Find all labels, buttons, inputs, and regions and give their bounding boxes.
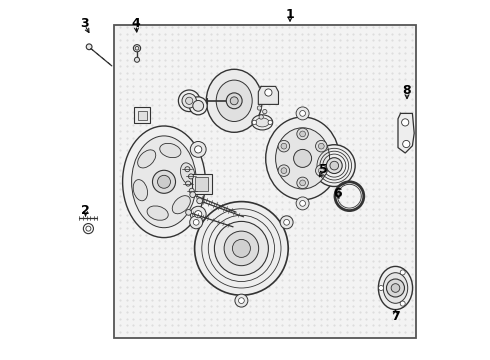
Circle shape xyxy=(326,158,342,174)
Circle shape xyxy=(134,57,140,62)
Circle shape xyxy=(259,115,263,119)
Bar xyxy=(114,25,416,338)
Circle shape xyxy=(297,177,308,189)
Circle shape xyxy=(403,140,410,148)
Ellipse shape xyxy=(172,196,190,214)
Circle shape xyxy=(318,143,324,149)
Bar xyxy=(138,111,147,120)
Bar xyxy=(134,107,150,123)
Ellipse shape xyxy=(383,273,408,303)
Circle shape xyxy=(391,284,400,292)
Circle shape xyxy=(86,44,92,50)
Circle shape xyxy=(268,120,272,125)
Circle shape xyxy=(265,89,272,96)
Circle shape xyxy=(296,197,309,210)
Text: 2: 2 xyxy=(81,204,90,217)
Ellipse shape xyxy=(147,206,168,220)
Circle shape xyxy=(402,119,409,126)
Circle shape xyxy=(300,180,305,186)
Circle shape xyxy=(316,165,327,176)
Circle shape xyxy=(297,128,308,140)
Bar xyxy=(192,174,212,194)
Ellipse shape xyxy=(266,117,340,200)
Circle shape xyxy=(226,93,242,109)
Circle shape xyxy=(195,146,202,153)
Circle shape xyxy=(235,294,248,307)
Circle shape xyxy=(316,140,327,152)
Circle shape xyxy=(190,206,206,222)
Circle shape xyxy=(281,168,287,174)
Circle shape xyxy=(133,45,141,52)
Circle shape xyxy=(263,109,267,114)
Circle shape xyxy=(257,106,262,110)
Circle shape xyxy=(387,279,404,297)
Circle shape xyxy=(196,198,202,204)
Circle shape xyxy=(190,192,196,198)
Circle shape xyxy=(400,270,405,275)
Polygon shape xyxy=(398,113,414,153)
Ellipse shape xyxy=(252,115,273,130)
Circle shape xyxy=(281,143,287,149)
Text: 1: 1 xyxy=(286,8,294,21)
Text: 5: 5 xyxy=(319,163,328,176)
Circle shape xyxy=(189,188,194,193)
Circle shape xyxy=(186,97,193,104)
Circle shape xyxy=(193,100,204,111)
Circle shape xyxy=(278,140,290,152)
Circle shape xyxy=(300,131,305,137)
Text: 6: 6 xyxy=(334,187,342,200)
Circle shape xyxy=(330,161,339,170)
Ellipse shape xyxy=(160,143,181,158)
Circle shape xyxy=(185,167,190,172)
Circle shape xyxy=(157,175,171,188)
Circle shape xyxy=(186,210,192,215)
Circle shape xyxy=(314,145,355,186)
Text: 3: 3 xyxy=(80,17,89,30)
Ellipse shape xyxy=(133,180,147,201)
Circle shape xyxy=(194,220,199,225)
Circle shape xyxy=(189,97,207,115)
Circle shape xyxy=(239,298,245,303)
Polygon shape xyxy=(258,86,278,104)
Bar xyxy=(196,177,208,191)
Circle shape xyxy=(296,107,309,120)
Text: 4: 4 xyxy=(132,17,141,30)
Circle shape xyxy=(215,221,269,275)
Text: 8: 8 xyxy=(403,84,411,97)
Circle shape xyxy=(300,201,305,206)
Circle shape xyxy=(379,285,384,291)
Circle shape xyxy=(278,165,290,176)
Circle shape xyxy=(284,220,290,225)
Circle shape xyxy=(230,97,238,105)
Circle shape xyxy=(190,141,206,157)
Circle shape xyxy=(195,211,202,218)
Ellipse shape xyxy=(122,126,205,238)
Circle shape xyxy=(152,170,175,193)
Circle shape xyxy=(232,239,250,257)
Ellipse shape xyxy=(132,136,196,228)
Ellipse shape xyxy=(180,163,195,184)
Circle shape xyxy=(280,216,293,229)
Circle shape xyxy=(300,111,305,116)
Circle shape xyxy=(178,90,200,112)
Circle shape xyxy=(294,149,312,167)
Ellipse shape xyxy=(378,266,413,310)
Ellipse shape xyxy=(138,150,156,168)
Ellipse shape xyxy=(206,69,262,132)
Circle shape xyxy=(252,120,257,125)
Ellipse shape xyxy=(255,118,269,127)
Ellipse shape xyxy=(216,80,252,122)
Circle shape xyxy=(189,174,194,179)
Circle shape xyxy=(190,216,203,229)
Circle shape xyxy=(195,202,288,295)
Circle shape xyxy=(182,94,196,108)
Text: 7: 7 xyxy=(391,310,400,323)
Circle shape xyxy=(186,181,191,186)
Circle shape xyxy=(224,231,259,266)
Circle shape xyxy=(400,301,405,306)
Circle shape xyxy=(318,168,324,174)
Ellipse shape xyxy=(275,128,330,189)
